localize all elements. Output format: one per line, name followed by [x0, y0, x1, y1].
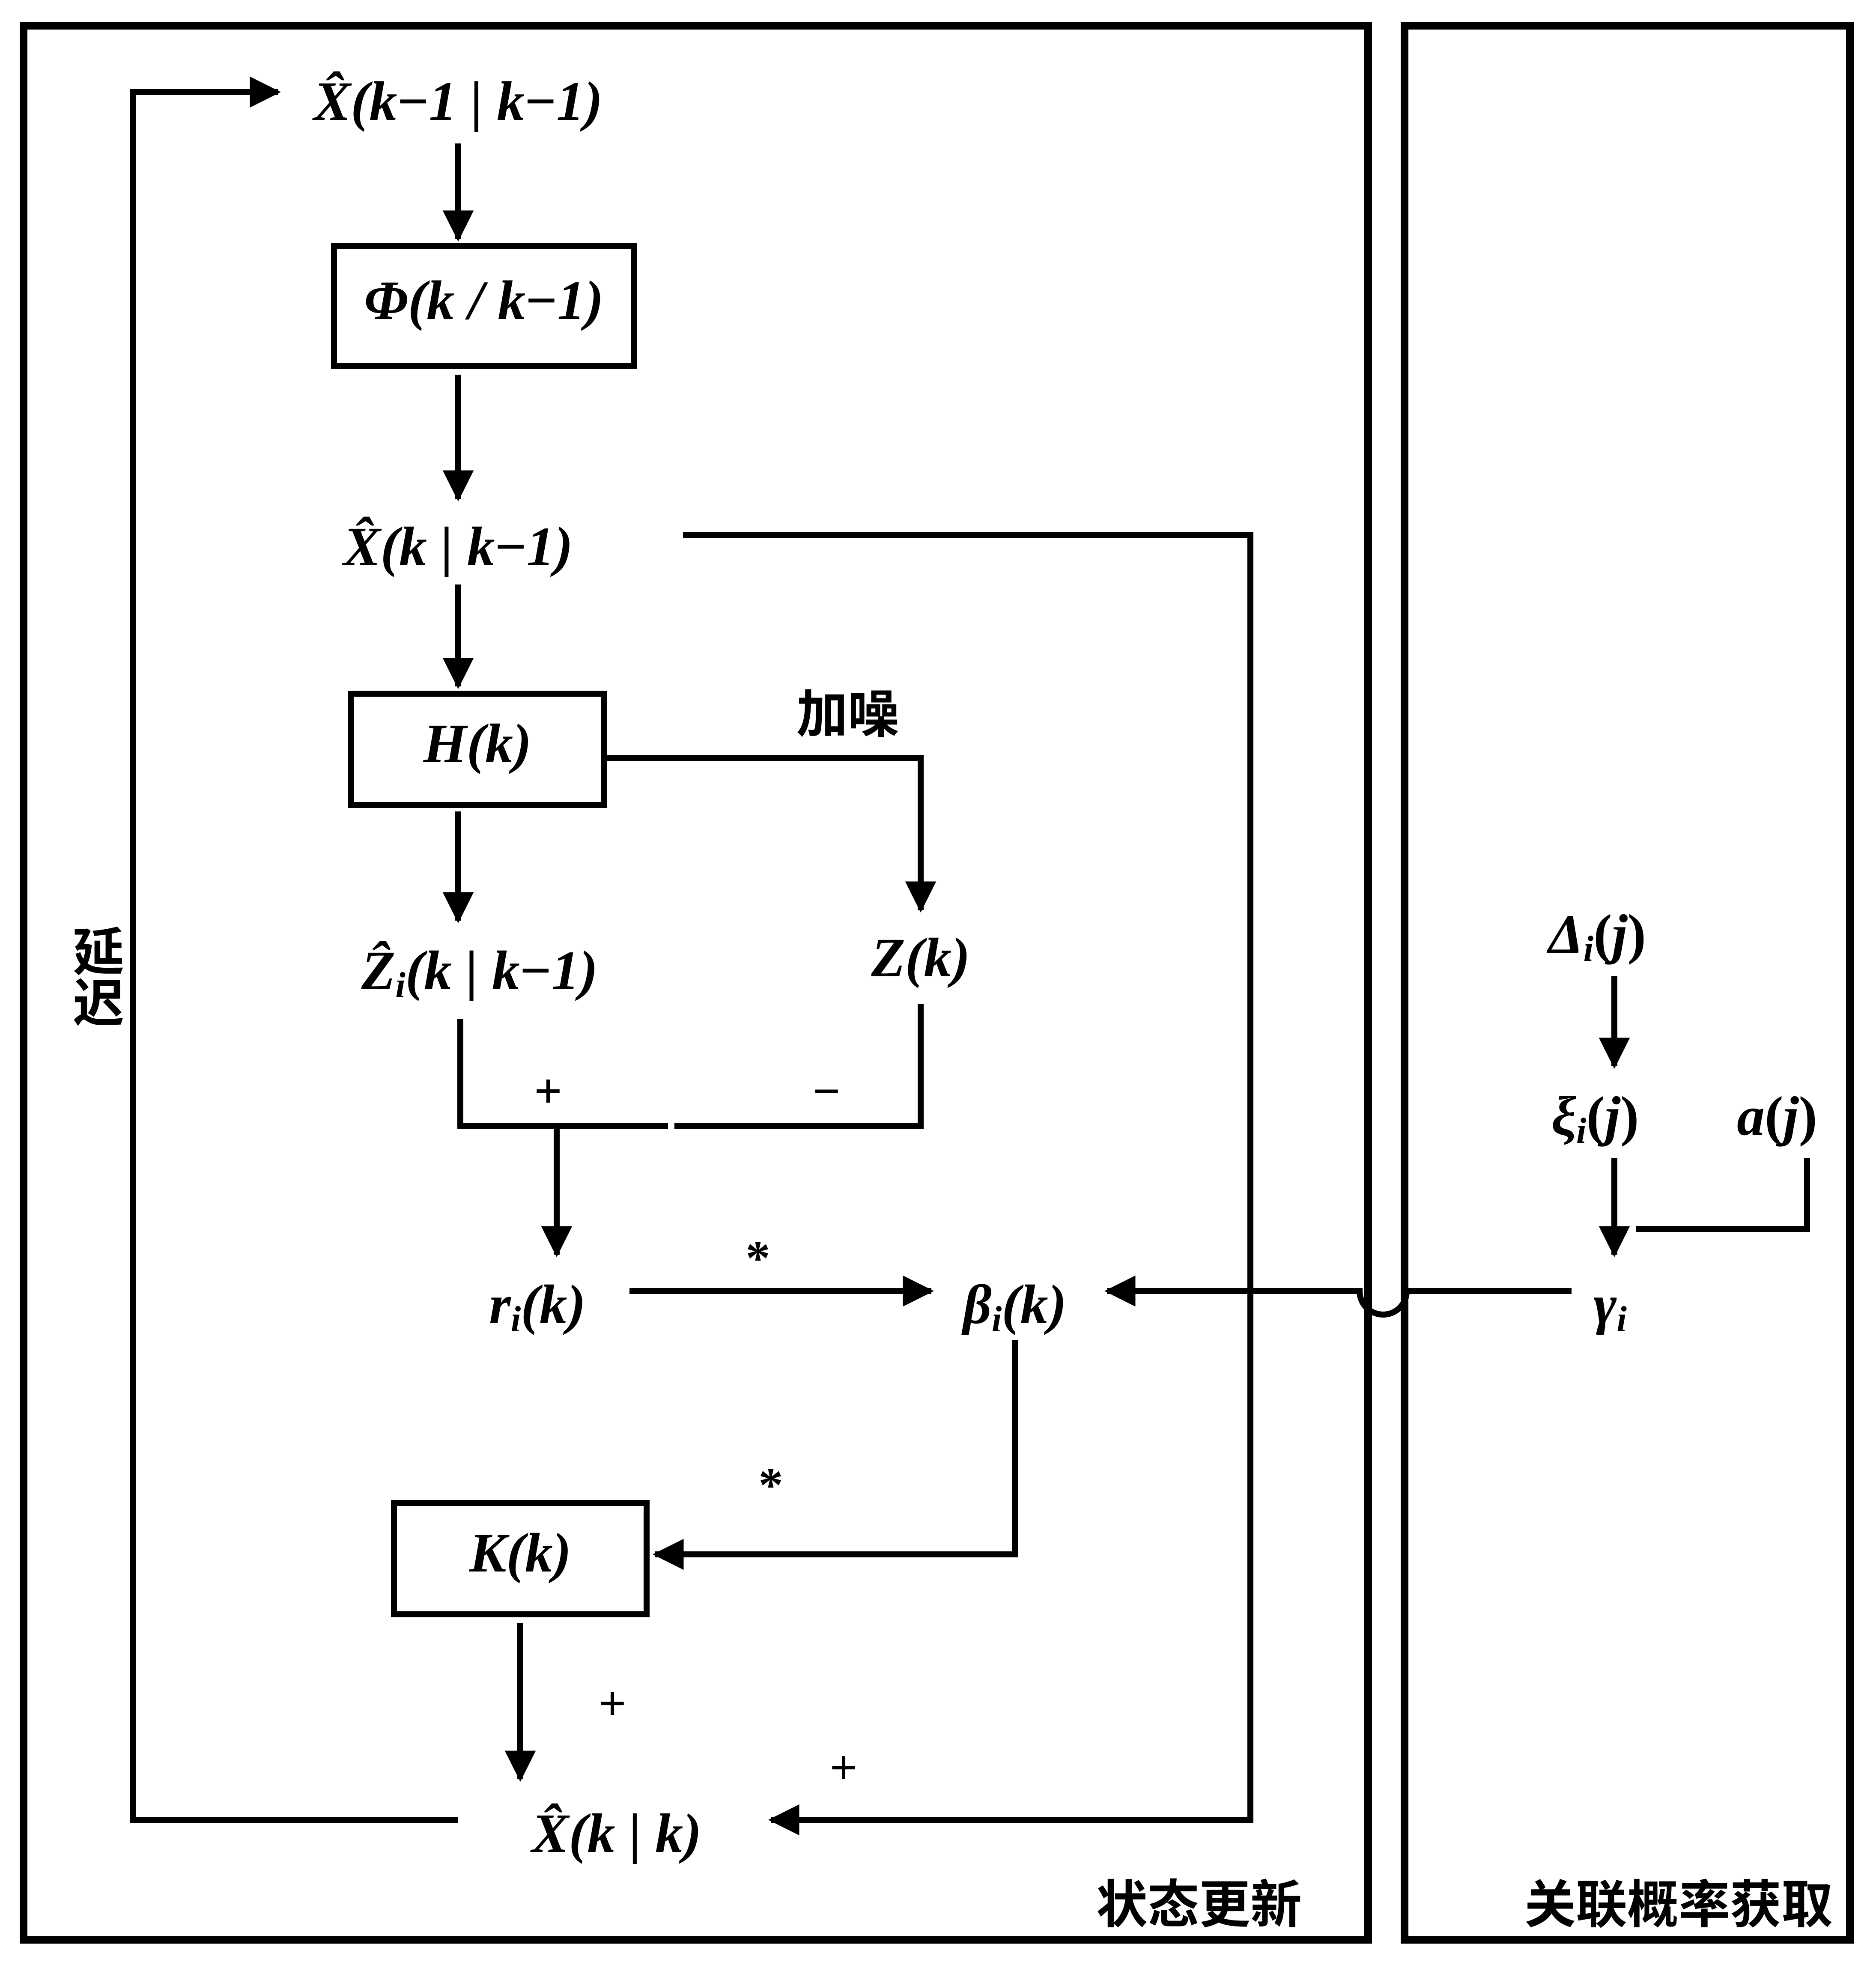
operator: − — [812, 1064, 841, 1118]
math-label: X̂(k | k−1) — [342, 516, 573, 578]
math-label: ri(k) — [489, 1274, 586, 1339]
math-label: a(j) — [1737, 1085, 1817, 1147]
math-label: K(k) — [469, 1522, 571, 1584]
math-label: βi(k) — [961, 1274, 1067, 1339]
operator: * — [758, 1458, 783, 1512]
operator: * — [746, 1231, 770, 1285]
math-label: H(k) — [423, 713, 532, 775]
operator: + — [598, 1676, 626, 1730]
cjk-label: 延迟 — [61, 925, 136, 1028]
cjk-label: 加噪 — [796, 673, 899, 747]
math-label: Φ(k / k−1) — [364, 270, 603, 331]
math-label: X̂(k | k) — [530, 1803, 702, 1864]
operator: + — [534, 1064, 562, 1118]
math-label: Δi(j) — [1546, 904, 1646, 969]
panel-label: 关联概率获取 — [1524, 1863, 1833, 1938]
math-label: X̂(k−1 | k−1) — [312, 71, 602, 132]
operator: + — [829, 1740, 858, 1795]
math-label: Z(k) — [871, 927, 970, 989]
panel-label: 状态更新 — [1096, 1863, 1302, 1938]
math-label: ξi(j) — [1551, 1085, 1639, 1151]
